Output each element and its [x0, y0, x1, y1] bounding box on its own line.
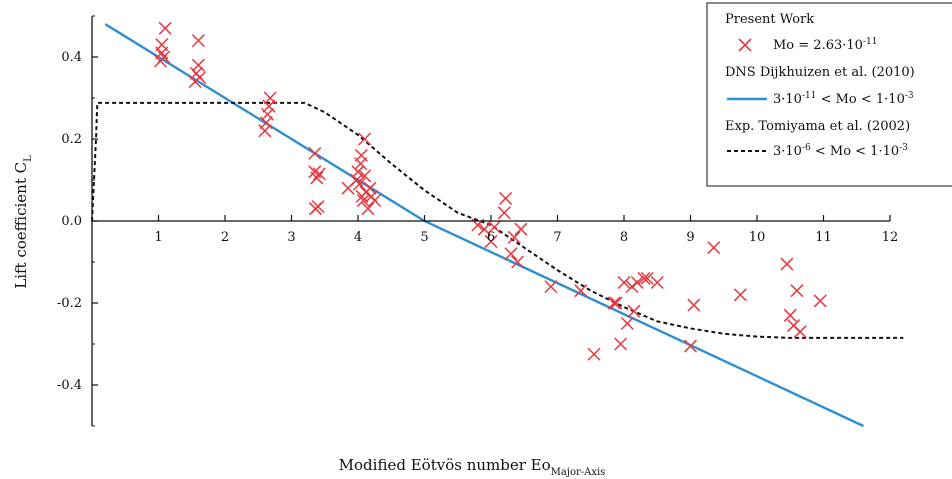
data-point-x-marker [780, 257, 794, 271]
data-point-x-marker [497, 206, 511, 220]
x-tick-label: 7 [553, 230, 561, 245]
data-point-x-marker [790, 284, 804, 298]
data-point-x-marker [487, 220, 501, 234]
x-tick-label: 9 [686, 230, 694, 245]
x-tick-label: 8 [620, 230, 628, 245]
data-point-x-marker [155, 38, 169, 52]
data-point-x-marker [544, 280, 558, 294]
data-point-x-marker [640, 271, 654, 285]
data-point-x-marker [477, 222, 491, 236]
legend-present-title: Present Work [725, 12, 814, 27]
legend-exp-range: 3·10-6 < Mo < 1·10-3 [773, 143, 908, 159]
data-point-x-marker [191, 34, 205, 48]
legend: Present Work Mo = 2.63·10-11 DNS Dijkhui… [706, 2, 952, 187]
data-point-x-marker [783, 308, 797, 322]
data-point-x-marker [607, 296, 621, 310]
data-point-x-marker [310, 171, 324, 185]
x-tick-label: 12 [882, 230, 899, 245]
data-point-x-marker [157, 50, 171, 64]
data-point-x-marker [625, 280, 639, 294]
data-point-x-marker [587, 347, 601, 361]
data-point-x-marker [312, 167, 326, 181]
data-point-x-marker [262, 99, 276, 113]
data-point-x-marker [361, 202, 375, 216]
data-point-x-marker [354, 148, 368, 162]
data-point-x-marker [368, 193, 382, 208]
data-point-x-marker [158, 21, 172, 35]
y-tick-label: -0.2 [57, 296, 82, 311]
data-point-x-marker [813, 294, 827, 308]
data-point-x-marker [358, 132, 372, 146]
data-point-x-marker [707, 241, 721, 255]
data-point-x-marker [617, 275, 631, 290]
x-tick-label: 4 [354, 230, 362, 245]
data-point-x-marker [511, 255, 525, 269]
data-point-x-marker [507, 230, 521, 244]
data-point-x-marker [627, 304, 641, 318]
y-axis-title: Lift coefficient CL [12, 155, 34, 289]
data-point-x-marker [793, 325, 807, 339]
data-point-x-marker [499, 191, 513, 205]
legend-present-marker-icon [738, 38, 752, 52]
data-point-x-marker [614, 337, 628, 351]
x-tick-label: 5 [420, 230, 428, 245]
legend-dns-title: DNS Dijkhuizen et al. (2010) [725, 65, 915, 80]
data-point-x-marker [261, 107, 275, 121]
data-point-x-marker [504, 247, 518, 261]
data-point-x-marker [358, 169, 372, 183]
data-point-x-marker [352, 177, 366, 191]
data-point-x-marker [259, 116, 273, 130]
y-tick-label: 0.0 [61, 214, 82, 229]
x-tick-label: 2 [221, 230, 229, 245]
data-point-x-marker [263, 91, 277, 105]
data-point-x-marker [620, 316, 634, 331]
data-point-x-marker [363, 181, 377, 195]
data-point-x-marker [687, 298, 701, 312]
data-point-x-marker [351, 165, 365, 179]
data-point-x-marker [350, 173, 364, 187]
data-point-x-marker [193, 70, 207, 85]
x-axis-title: Modified Eötvös number EoMajor-Axis [339, 456, 606, 478]
data-point-x-marker [308, 202, 322, 216]
data-point-x-marker [637, 271, 651, 285]
legend-box [706, 2, 952, 187]
y-tick-label: -0.4 [57, 378, 82, 393]
data-point-x-marker [258, 124, 272, 138]
y-tick-label: 0.2 [61, 132, 82, 147]
x-tick-label: 11 [815, 230, 832, 245]
data-point-x-marker [733, 288, 747, 302]
data-point-x-marker [574, 284, 588, 298]
y-tick-label: 0.4 [61, 50, 82, 65]
x-tick-label: 1 [154, 230, 162, 245]
data-point-x-marker [630, 275, 644, 290]
data-point-x-marker [191, 58, 205, 72]
data-point-x-marker [609, 296, 623, 310]
x-tick-label: 10 [749, 230, 766, 245]
data-point-x-marker [683, 339, 698, 353]
legend-exp-title: Exp. Tomiyama et al. (2002) [725, 119, 910, 134]
legend-dns-range: 3·10-11 < Mo < 1·10-3 [773, 91, 914, 107]
data-point-x-marker [650, 275, 664, 290]
data-point-x-marker [356, 193, 370, 208]
legend-present-label: Mo = 2.63·10-11 [773, 37, 877, 53]
x-tick-label: 6 [487, 230, 495, 245]
data-point-x-marker [484, 234, 498, 249]
data-point-x-marker [514, 222, 528, 236]
data-point-x-marker [308, 146, 322, 160]
exp-series-dashed-line [91, 101, 904, 339]
x-tick-label: 3 [287, 230, 295, 245]
